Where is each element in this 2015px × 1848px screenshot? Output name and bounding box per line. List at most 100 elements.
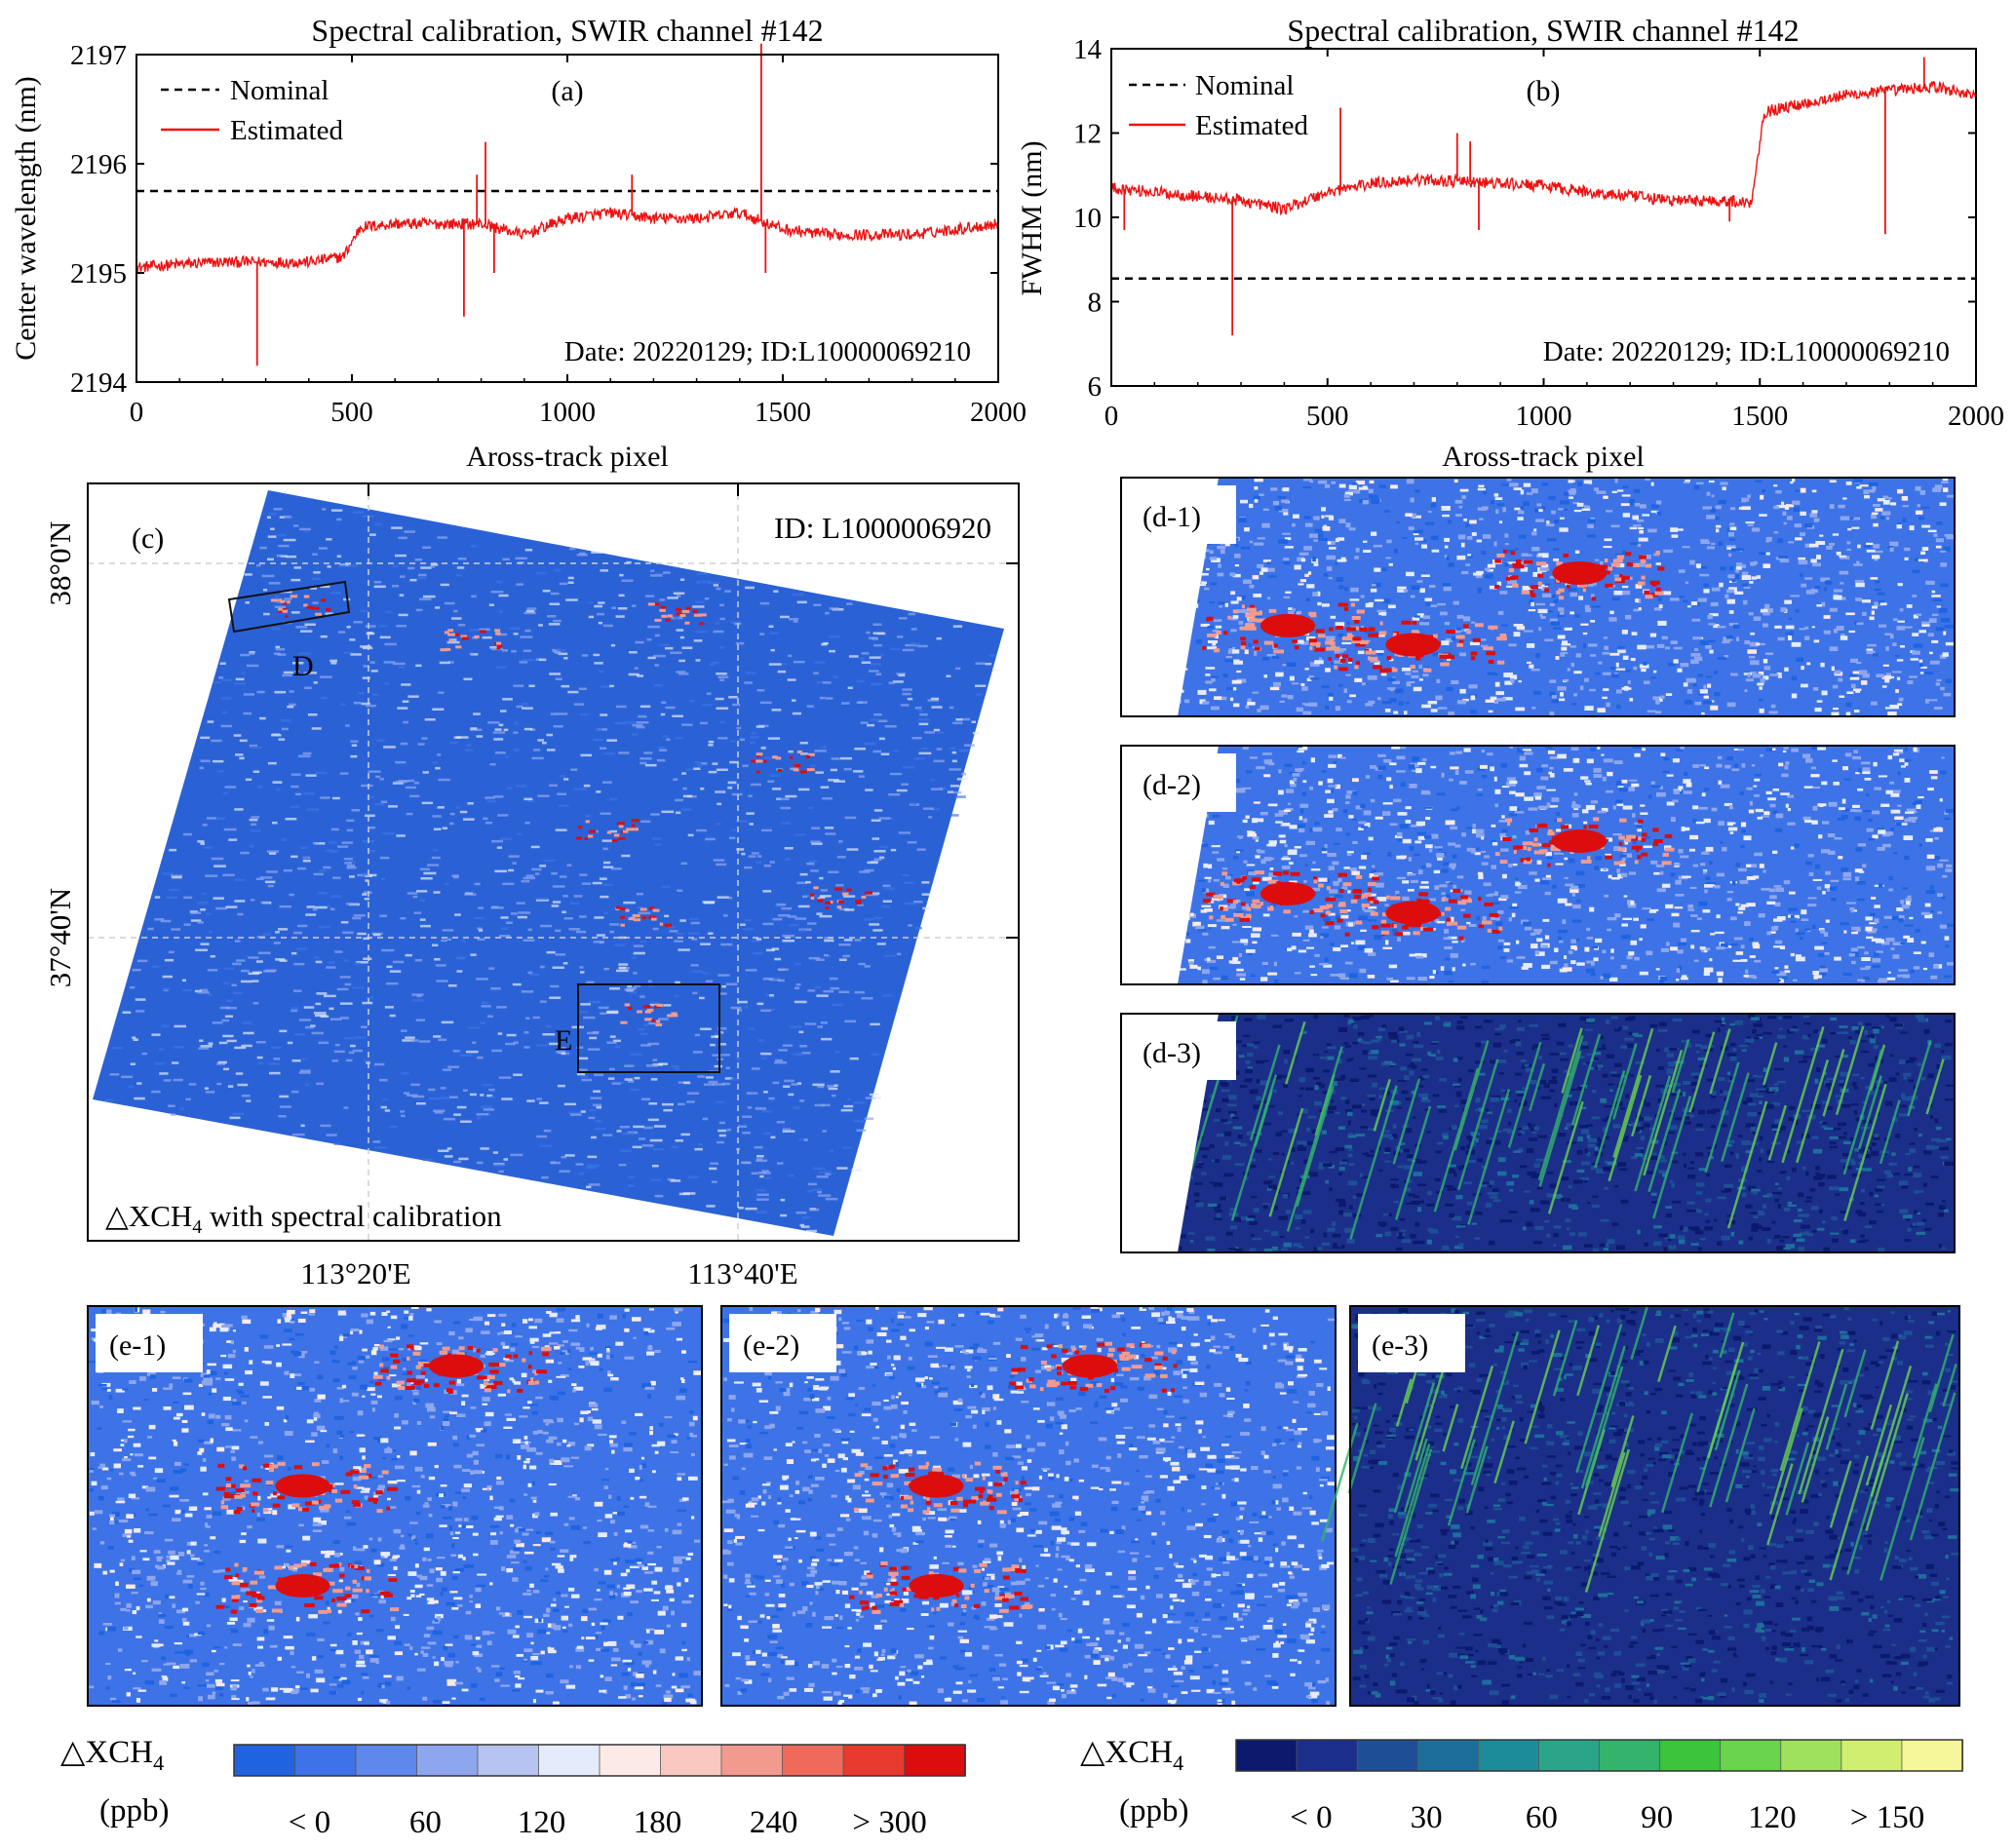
texture-speck xyxy=(463,818,475,821)
heatmap-speck xyxy=(1812,687,1819,691)
texture-speck xyxy=(849,1057,859,1060)
plume-speck xyxy=(315,612,322,616)
heatmap-speck xyxy=(1897,703,1903,707)
heatmap-speck xyxy=(1892,671,1902,674)
texture-speck xyxy=(771,947,780,950)
heatmap-speck xyxy=(1444,622,1451,626)
heatmap-speck xyxy=(1722,640,1730,644)
heatmap-speck xyxy=(1693,959,1699,962)
texture-speck xyxy=(890,848,897,852)
texture-speck xyxy=(712,1054,722,1057)
texture-speck xyxy=(507,787,513,789)
heatmap-speck xyxy=(1519,755,1526,761)
texture-speck xyxy=(323,866,331,869)
heatmap-speck xyxy=(1318,533,1324,538)
texture-speck xyxy=(873,809,883,812)
heatmap-speck xyxy=(1872,964,1880,968)
heatmap-speck xyxy=(1706,546,1715,550)
texture-speck xyxy=(531,867,542,871)
heatmap-speck xyxy=(1434,918,1440,923)
texture-speck xyxy=(909,903,918,905)
texture-speck xyxy=(756,1159,768,1163)
texture-speck xyxy=(654,843,662,846)
plume-speck xyxy=(1273,643,1278,648)
heatmap-speck xyxy=(1442,583,1452,588)
heatmap-speck xyxy=(1616,705,1621,710)
heatmap-speck xyxy=(1470,621,1476,624)
heatmap-speck xyxy=(1550,621,1560,626)
heatmap-speck xyxy=(1544,583,1550,586)
plume-speck xyxy=(577,826,583,829)
heatmap-speck xyxy=(1875,580,1880,584)
texture-speck xyxy=(298,1071,311,1074)
heatmap-speck xyxy=(1217,545,1226,550)
heatmap-speck xyxy=(1549,602,1555,606)
plume-speck xyxy=(1515,559,1522,563)
texture-speck xyxy=(652,1059,658,1061)
texture-speck xyxy=(315,771,328,775)
texture-speck xyxy=(292,524,299,527)
texture-speck xyxy=(816,1175,829,1178)
heatmap-speck xyxy=(1776,916,1786,921)
texture-speck xyxy=(596,1120,602,1123)
heatmap-speck xyxy=(1262,752,1272,755)
texture-speck xyxy=(251,746,262,750)
heatmap-speck xyxy=(1525,830,1531,835)
texture-speck xyxy=(337,845,349,848)
texture-speck xyxy=(985,662,992,666)
texture-speck xyxy=(438,691,445,694)
heatmap-speck xyxy=(1300,558,1306,562)
texture-speck xyxy=(600,812,611,815)
heatmap-speck xyxy=(1584,505,1589,509)
texture-speck xyxy=(304,529,309,533)
heatmap-speck xyxy=(1325,705,1330,710)
texture-speck xyxy=(756,938,762,941)
texture-speck xyxy=(633,951,645,955)
heatmap-speck xyxy=(1683,481,1690,484)
heatmap-speck xyxy=(1449,751,1455,755)
heatmap-speck xyxy=(1575,653,1581,658)
texture-speck xyxy=(232,991,244,994)
texture-speck xyxy=(947,790,954,793)
texture-speck xyxy=(537,794,550,797)
texture-speck xyxy=(345,724,350,727)
heatmap-speck xyxy=(1417,977,1427,982)
heatmap-speck xyxy=(1807,904,1817,907)
heatmap-speck xyxy=(1792,500,1801,505)
heatmap-speck xyxy=(1845,712,1851,716)
heatmap-speck xyxy=(1504,680,1513,685)
heatmap-speck xyxy=(1726,598,1735,604)
heatmap-speck xyxy=(1212,630,1220,633)
heatmap-speck xyxy=(1205,549,1210,553)
texture-speck xyxy=(490,987,501,990)
heatmap-speck xyxy=(1523,482,1531,487)
heatmap-speck xyxy=(1703,589,1710,594)
texture-speck xyxy=(415,1019,425,1021)
texture-speck xyxy=(824,953,829,957)
texture-speck xyxy=(166,896,177,899)
heatmap-speck xyxy=(1872,605,1878,609)
heatmap-speck xyxy=(1533,928,1542,933)
plume-speck xyxy=(1513,564,1525,569)
plume-speck xyxy=(1645,595,1653,599)
texture-speck xyxy=(406,812,413,816)
heatmap-speck xyxy=(1655,562,1661,565)
texture-speck xyxy=(857,701,868,704)
texture-speck xyxy=(516,832,523,836)
heatmap-speck xyxy=(1765,652,1774,655)
heatmap-speck xyxy=(1823,615,1831,619)
texture-speck xyxy=(549,996,562,999)
texture-speck xyxy=(550,592,560,596)
texture-speck xyxy=(392,662,406,666)
heatmap-speck xyxy=(1483,490,1487,495)
texture-speck xyxy=(658,1062,668,1065)
heatmap-speck xyxy=(1840,922,1849,926)
texture-speck xyxy=(405,1036,415,1039)
texture-speck xyxy=(807,1190,814,1193)
heatmap-speck xyxy=(1862,864,1867,868)
plume-speck xyxy=(278,607,283,611)
heatmap-speck xyxy=(1278,769,1282,774)
texture-speck xyxy=(291,1009,298,1013)
texture-speck xyxy=(494,869,507,873)
texture-speck xyxy=(653,1125,667,1128)
